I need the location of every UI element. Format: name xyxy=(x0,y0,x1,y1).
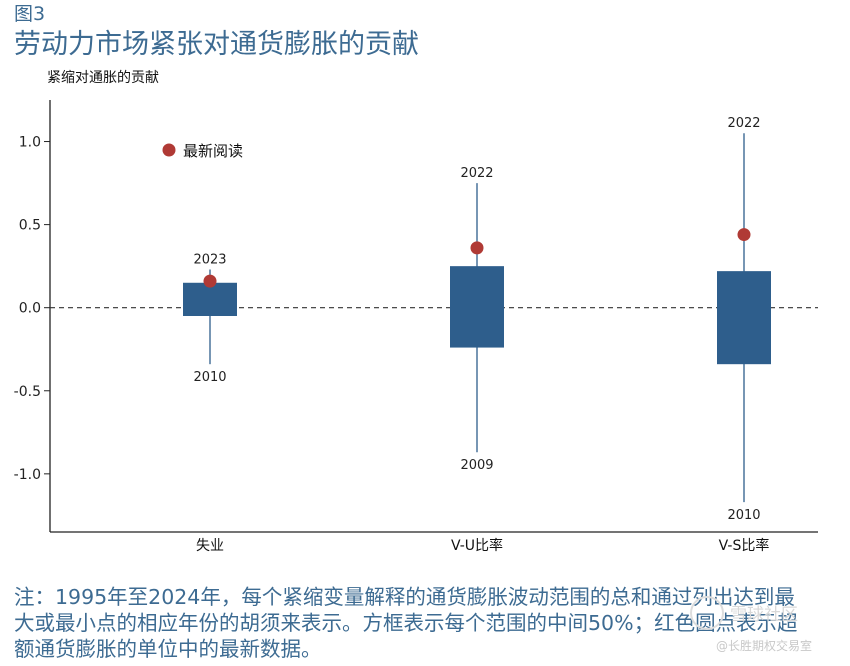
watermark-logo-icon xyxy=(690,596,724,630)
y-tick-label: 0.0 xyxy=(19,301,41,317)
y-tick-label: 0.5 xyxy=(19,218,41,234)
whisker-low-year-label: 2010 xyxy=(727,508,760,523)
figure-label: 图3 xyxy=(14,3,46,25)
y-tick-label: 1.0 xyxy=(19,135,41,151)
y-axis-label: 紧缩对通胀的贡献 xyxy=(47,70,159,86)
box xyxy=(183,282,237,316)
watermark-text: 雪球社区 xyxy=(730,605,798,625)
latest-reading-dot xyxy=(737,228,751,242)
chart-title: 劳动力市场紧张对通货膨胀的贡献 xyxy=(14,29,419,60)
whisker-high-year-label: 2022 xyxy=(727,116,760,131)
latest-reading-dot xyxy=(203,274,217,288)
whisker-high-year-label: 2022 xyxy=(460,166,493,181)
whisker-low-year-label: 2010 xyxy=(193,370,226,385)
box xyxy=(717,271,771,365)
box-plot-chart: 紧缩对通胀的贡献 -1.0 -0.5 0.0 0.5 1.0 最新阅读 2023 2010 失业 2… xyxy=(14,70,818,554)
whisker-low-year-label: 2009 xyxy=(460,458,493,473)
legend-marker xyxy=(162,143,176,157)
legend-label: 最新阅读 xyxy=(183,142,243,160)
chart-note: 注：1995年至2024年，每个紧缩变量解释的通货膨胀波动范围的总和通过列出达到… xyxy=(14,585,798,661)
latest-reading-dot xyxy=(470,241,484,255)
x-category-label: V-S比率 xyxy=(719,537,770,554)
y-tick-label: -1.0 xyxy=(14,467,41,483)
x-category-label: 失业 xyxy=(196,538,224,554)
y-tick-label: -0.5 xyxy=(14,384,41,400)
whisker-high-year-label: 2023 xyxy=(193,252,226,267)
x-category-label: V-U比率 xyxy=(451,537,503,554)
box xyxy=(450,266,504,348)
watermark-sub: @长胜期权交易室 xyxy=(716,639,813,653)
